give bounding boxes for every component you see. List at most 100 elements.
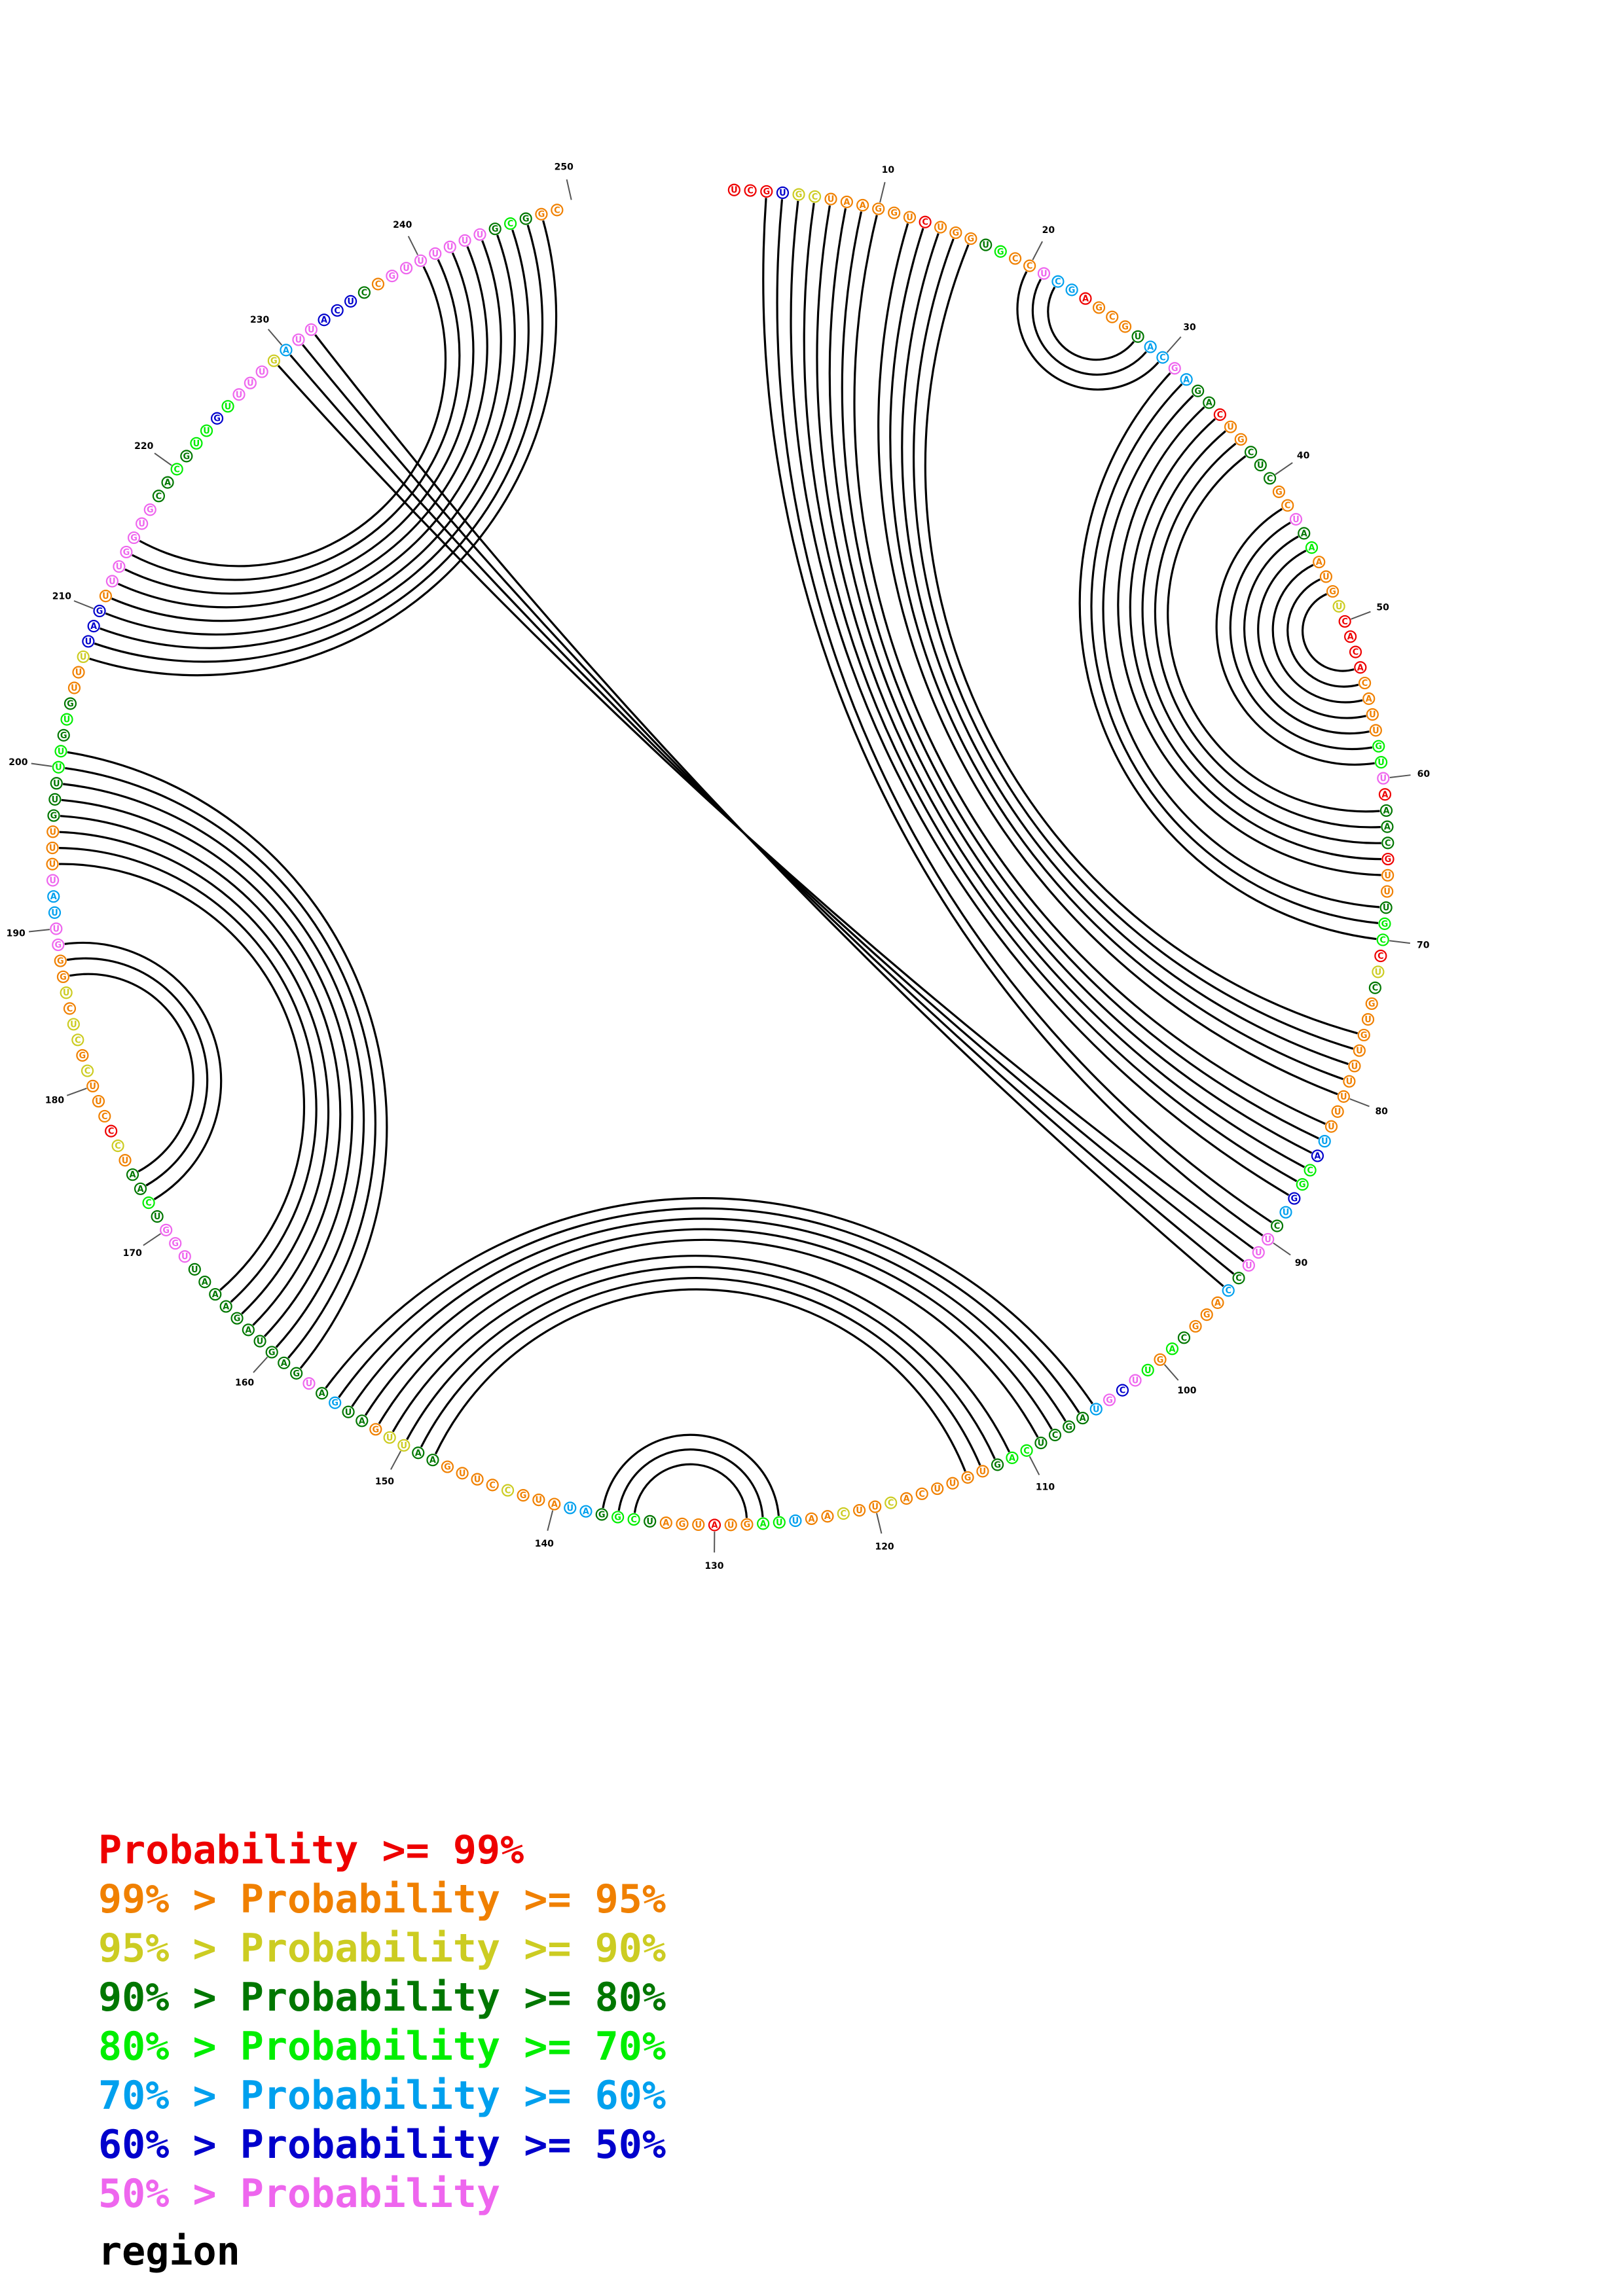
nucleotide-marker xyxy=(1338,615,1351,628)
nucleotide-23: G xyxy=(1065,283,1078,296)
base-pair-arc-111-151 xyxy=(392,1255,1011,1453)
tick-line-210 xyxy=(73,600,94,609)
nucleotide-letter: C xyxy=(1120,1386,1126,1396)
nucleotide-letter: A xyxy=(129,1170,136,1180)
nucleotide-letter: G xyxy=(1122,322,1129,332)
nucleotide-letter: G xyxy=(1237,435,1245,445)
legend-label: Probability >= 80% xyxy=(240,1975,666,2020)
nucleotide-marker xyxy=(357,286,371,299)
nucleotide-marker xyxy=(56,970,70,984)
nucleotide-marker xyxy=(856,198,869,212)
nucleotide-119: C xyxy=(884,1496,898,1509)
nucleotide-letter: C xyxy=(1362,679,1368,689)
nucleotide-letter: U xyxy=(477,230,484,240)
nucleotide-marker xyxy=(1378,788,1392,801)
nucleotide-marker xyxy=(1368,981,1381,994)
nucleotide-letter: C xyxy=(1217,410,1224,420)
nucleotide-letter: U xyxy=(295,336,302,346)
nucleotide-173: A xyxy=(134,1182,147,1195)
nucleotide-letter: G xyxy=(1299,1180,1306,1190)
nucleotide-marker xyxy=(1365,997,1378,1011)
nucleotide-202: G xyxy=(57,728,70,742)
nucleotide-marker xyxy=(517,1489,530,1502)
nucleotide-marker xyxy=(105,1124,118,1138)
nucleotide-74: G xyxy=(1365,997,1378,1011)
nucleotide-marker xyxy=(1079,292,1092,305)
nucleotide-43: U xyxy=(1289,512,1303,526)
nucleotide-marker xyxy=(776,186,790,200)
nucleotide-marker xyxy=(805,1512,818,1526)
base-pair-arc-22-28 xyxy=(1047,286,1135,361)
nucleotide-135: C xyxy=(627,1513,640,1526)
nucleotide-marker xyxy=(443,240,456,253)
nucleotide-marker xyxy=(471,1473,484,1486)
nucleotide-44: A xyxy=(1298,527,1311,540)
nucleotide-167: U xyxy=(188,1263,201,1276)
nucleotide-marker xyxy=(136,517,149,530)
nucleotide-marker xyxy=(60,713,73,726)
nucleotide-letter: A xyxy=(1080,1414,1086,1424)
nucleotide-103: C xyxy=(1116,1384,1129,1397)
nucleotide-221: G xyxy=(180,450,193,463)
nucleotide-marker xyxy=(412,1446,425,1460)
nucleotide-letter: U xyxy=(566,1503,574,1513)
nucleotide-marker xyxy=(1262,1232,1275,1246)
nucleotide-marker xyxy=(142,1196,155,1210)
nucleotide-marker xyxy=(441,1460,454,1473)
nucleotide-marker xyxy=(304,323,318,336)
base-pair-arc-109-152 xyxy=(378,1238,1039,1438)
nucleotide-letter: G xyxy=(372,1425,379,1435)
tick-label-230: 230 xyxy=(250,315,269,325)
nucleotide-82: U xyxy=(1324,1120,1338,1133)
nucleotide-marker xyxy=(47,809,60,822)
nucleotide-marker xyxy=(1020,1444,1033,1457)
nucleotide-31: G xyxy=(1168,362,1181,375)
base-pair-arc-9-83 xyxy=(841,211,1319,1139)
nucleotide-marker xyxy=(46,841,59,855)
nucleotide-186: U xyxy=(60,986,73,999)
nucleotide-letter: G xyxy=(234,1314,241,1324)
nucleotide-81: U xyxy=(1331,1105,1344,1118)
tick-line-230 xyxy=(267,329,283,346)
nucleotide-letter: U xyxy=(1336,602,1343,612)
base-pair-arc-92-230 xyxy=(289,354,1245,1263)
nucleotide-marker xyxy=(178,1250,191,1263)
nucleotide-marker xyxy=(230,1312,244,1325)
base-pair-arc-107-154 xyxy=(351,1217,1067,1422)
nucleotide-4: U xyxy=(776,186,790,200)
nucleotide-marker xyxy=(1379,804,1393,817)
legend-row-plow: 50% > Probability xyxy=(98,2170,884,2219)
tick-label-80: 80 xyxy=(1375,1107,1388,1117)
nucleotide-123: A xyxy=(821,1510,834,1523)
nucleotide-marker xyxy=(1144,340,1157,353)
nucleotide-239: U xyxy=(399,262,413,275)
nucleotide-marker xyxy=(54,954,67,967)
nucleotide-letter: U xyxy=(779,188,786,198)
nucleotide-letter: G xyxy=(67,699,74,709)
nucleotide-letter: G xyxy=(1157,1355,1164,1365)
nucleotide-249: C xyxy=(551,204,564,217)
nucleotide-letter: U xyxy=(58,747,65,757)
nucleotide-letter: C xyxy=(1052,1431,1059,1441)
nucleotide-letter: G xyxy=(964,1473,972,1483)
nucleotide-letter: G xyxy=(293,1369,300,1379)
nucleotide-226: U xyxy=(232,388,246,401)
nucleotide-letter: U xyxy=(63,988,70,998)
nucleotide-letter: U xyxy=(1040,269,1048,279)
nucleotide-marker xyxy=(1381,836,1395,850)
nucleotide-letter: G xyxy=(57,957,64,967)
nucleotide-letter: U xyxy=(345,1408,352,1418)
nucleotide-letter: U xyxy=(828,195,835,205)
nucleotide-letter: G xyxy=(1203,1310,1211,1320)
nucleotide-marker xyxy=(727,183,740,196)
nucleotide-194: U xyxy=(46,857,59,870)
nucleotide-201: U xyxy=(54,745,67,758)
nucleotide-marker xyxy=(1189,1319,1202,1333)
nucleotide-36: U xyxy=(1224,420,1237,433)
nucleotide-letter: U xyxy=(49,827,56,837)
nucleotide-letter: G xyxy=(331,1399,338,1408)
nucleotide-marker xyxy=(210,412,224,425)
nucleotide-letter: G xyxy=(522,215,530,224)
nucleotide-62: A xyxy=(1379,804,1393,817)
nucleotide-153: A xyxy=(356,1414,369,1427)
